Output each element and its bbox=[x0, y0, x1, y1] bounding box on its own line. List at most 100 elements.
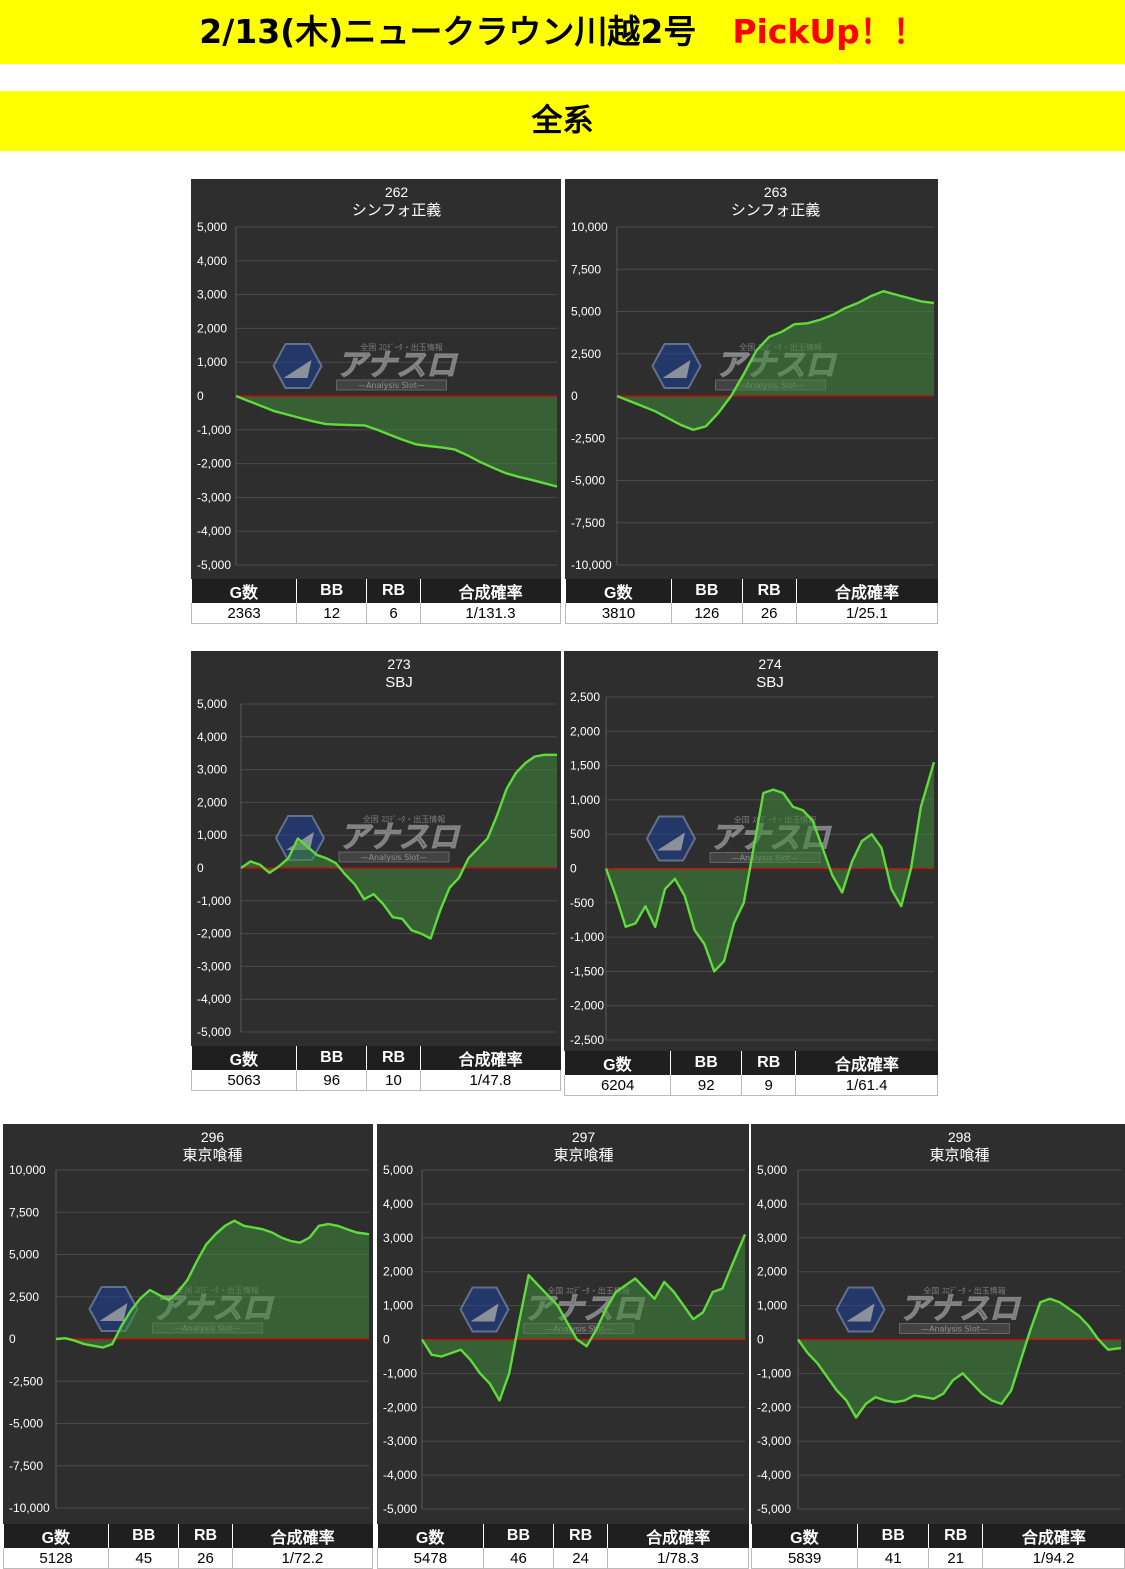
svg-text:アナスロ: アナスロ bbox=[339, 820, 460, 855]
series-area bbox=[798, 1298, 1121, 1418]
series-area bbox=[606, 762, 934, 972]
machine-number: 298 bbox=[948, 1129, 972, 1145]
y-tick-label: -4,000 bbox=[757, 1468, 791, 1482]
table-cell: 21 bbox=[928, 1548, 983, 1569]
chart-svg-274: 274 SBJ 2,500 2,000 1,500 1,000 500 0 -500 -1,000… bbox=[570, 656, 936, 1047]
machine-number: 263 bbox=[764, 184, 788, 200]
y-tick-label: -3,000 bbox=[757, 1434, 791, 1448]
y-tick-label: 0 bbox=[197, 861, 204, 875]
table-cell: 1/47.8 bbox=[419, 1070, 562, 1091]
machine-number: 296 bbox=[201, 1129, 225, 1145]
chart-297: 297 東京喰種 5,000 4,000 3,000 2,000 1,000 0 -1,000 -… bbox=[377, 1124, 749, 1524]
table-header-cell: RB bbox=[741, 579, 797, 603]
machine-name: 東京喰種 bbox=[553, 1147, 613, 1164]
table-header-cell: G数 bbox=[564, 1051, 671, 1075]
table-row: 5478 46 24 1/78.3 bbox=[377, 1548, 749, 1569]
y-tick-label: 4,000 bbox=[197, 254, 227, 268]
table-cell: 45 bbox=[108, 1548, 179, 1569]
machine-number: 274 bbox=[758, 656, 782, 672]
y-tick-label: 1,500 bbox=[570, 759, 600, 773]
y-tick-label: -2,500 bbox=[9, 1374, 43, 1388]
y-tick-label: -4,000 bbox=[383, 1468, 417, 1482]
table-row: 2363 12 6 1/131.3 bbox=[190, 603, 562, 624]
y-tick-label: -2,000 bbox=[383, 1400, 417, 1414]
table-header-cell: 合成確率 bbox=[231, 1524, 373, 1548]
y-tick-label: -1,500 bbox=[570, 964, 604, 978]
table-cell: 26 bbox=[741, 603, 797, 624]
table-row: 5063 96 10 1/47.8 bbox=[190, 1070, 562, 1091]
stats-table: G数 BB RB 合成確率 5063 96 10 1/47.8 bbox=[190, 1046, 562, 1091]
y-tick-label: 0 bbox=[757, 1333, 764, 1347]
y-tick-label: 1,000 bbox=[383, 1299, 413, 1313]
table-cell: 10 bbox=[366, 1070, 421, 1091]
table-header-cell: 合成確率 bbox=[795, 1051, 938, 1075]
series-line bbox=[420, 1233, 747, 1402]
y-tick-label: -4,000 bbox=[197, 992, 231, 1006]
table-row: 6204 92 9 1/61.4 bbox=[563, 1075, 938, 1096]
y-tick-label: -5,000 bbox=[197, 558, 231, 572]
y-tick-label: 0 bbox=[570, 862, 577, 876]
table-cell: 1/94.2 bbox=[982, 1548, 1125, 1569]
y-tick-label: -7,500 bbox=[571, 516, 605, 530]
table-header-cell: BB bbox=[296, 1046, 367, 1070]
stats-table: G数 BB RB 合成確率 5128 45 26 1/72.2 bbox=[2, 1524, 374, 1569]
category-banner: 全系 bbox=[0, 91, 1125, 151]
y-tick-label: -10,000 bbox=[9, 1501, 50, 1515]
table-header-cell: RB bbox=[178, 1524, 233, 1548]
stats-table: G数 BB RB 合成確率 5478 46 24 1/78.3 bbox=[377, 1524, 749, 1569]
y-tick-label: -500 bbox=[570, 896, 594, 910]
table-cell: 24 bbox=[553, 1548, 608, 1569]
y-tick-label: 2,000 bbox=[197, 795, 227, 809]
y-tick-label: 7,500 bbox=[9, 1205, 39, 1219]
table-cell: 1/78.3 bbox=[607, 1548, 749, 1569]
y-tick-label: -1,000 bbox=[570, 930, 604, 944]
table-cell: 96 bbox=[296, 1070, 367, 1091]
y-tick-label: 3,000 bbox=[197, 763, 227, 777]
table-cell: 41 bbox=[857, 1548, 929, 1569]
table-cell: 3810 bbox=[564, 603, 672, 624]
y-tick-label: -1,000 bbox=[197, 423, 231, 437]
table-header-cell: BB bbox=[671, 579, 743, 603]
y-tick-label: -2,500 bbox=[571, 431, 605, 445]
y-tick-label: 3,000 bbox=[383, 1231, 413, 1245]
machine-name: 東京喰種 bbox=[929, 1147, 989, 1164]
y-tick-label: -1,000 bbox=[383, 1366, 417, 1380]
table-header-cell: 合成確率 bbox=[419, 1046, 561, 1070]
svg-text:—Analysis Slot—: —Analysis Slot— bbox=[921, 1325, 988, 1334]
machine-name: SBJ bbox=[385, 674, 413, 691]
table-cell: 5063 bbox=[190, 1070, 297, 1091]
table-row: 5839 41 21 1/94.2 bbox=[750, 1548, 1125, 1569]
y-tick-label: 2,500 bbox=[9, 1290, 39, 1304]
table-cell: 5839 bbox=[750, 1548, 858, 1569]
page-title: 2/13(木)ニュークラウン川越2号 bbox=[199, 12, 697, 51]
y-tick-label: 0 bbox=[9, 1332, 16, 1346]
y-tick-label: 0 bbox=[383, 1333, 390, 1347]
y-tick-label: -3,000 bbox=[383, 1434, 417, 1448]
table-header-cell: BB bbox=[482, 1524, 554, 1548]
y-tick-label: 4,000 bbox=[197, 730, 227, 744]
table-header-cell: RB bbox=[553, 1524, 608, 1548]
y-tick-label: 500 bbox=[570, 827, 590, 841]
table-cell: 12 bbox=[296, 603, 367, 624]
stats-table: G数 BB RB 合成確率 6204 92 9 1/61.4 bbox=[563, 1051, 938, 1096]
series-area bbox=[241, 754, 557, 939]
y-tick-label: 2,000 bbox=[757, 1265, 787, 1279]
y-tick-label: -2,000 bbox=[757, 1400, 791, 1414]
svg-text:—Analysis Slot—: —Analysis Slot— bbox=[358, 381, 425, 390]
series-line bbox=[240, 753, 557, 940]
y-tick-label: 5,000 bbox=[571, 305, 601, 319]
chart-262: 262 シンフォ正義 5,000 4,000 3,000 2,000 1,000 0 -1,00… bbox=[191, 179, 561, 579]
table-cell: 9 bbox=[741, 1075, 796, 1096]
category-label: 全系 bbox=[531, 103, 594, 139]
table-header-row: G数 BB RB 合成確率 bbox=[565, 579, 938, 603]
table-header-cell: G数 bbox=[565, 579, 672, 603]
y-tick-label: 2,500 bbox=[571, 347, 601, 361]
svg-text:全国 ｽﾛﾃﾞｰﾀ・出玉情報: 全国 ｽﾛﾃﾞｰﾀ・出玉情報 bbox=[363, 814, 446, 824]
svg-text:—Analysis Slot—: —Analysis Slot— bbox=[545, 1325, 612, 1334]
y-tick-label: -2,000 bbox=[570, 999, 604, 1013]
chart-263: 263 シンフォ正義 10,000 7,500 5,000 2,500 0 -2,500 -5,… bbox=[565, 179, 938, 579]
y-tick-label: 5,000 bbox=[197, 220, 227, 234]
y-tick-label: 0 bbox=[197, 389, 204, 403]
table-cell: 92 bbox=[670, 1075, 742, 1096]
